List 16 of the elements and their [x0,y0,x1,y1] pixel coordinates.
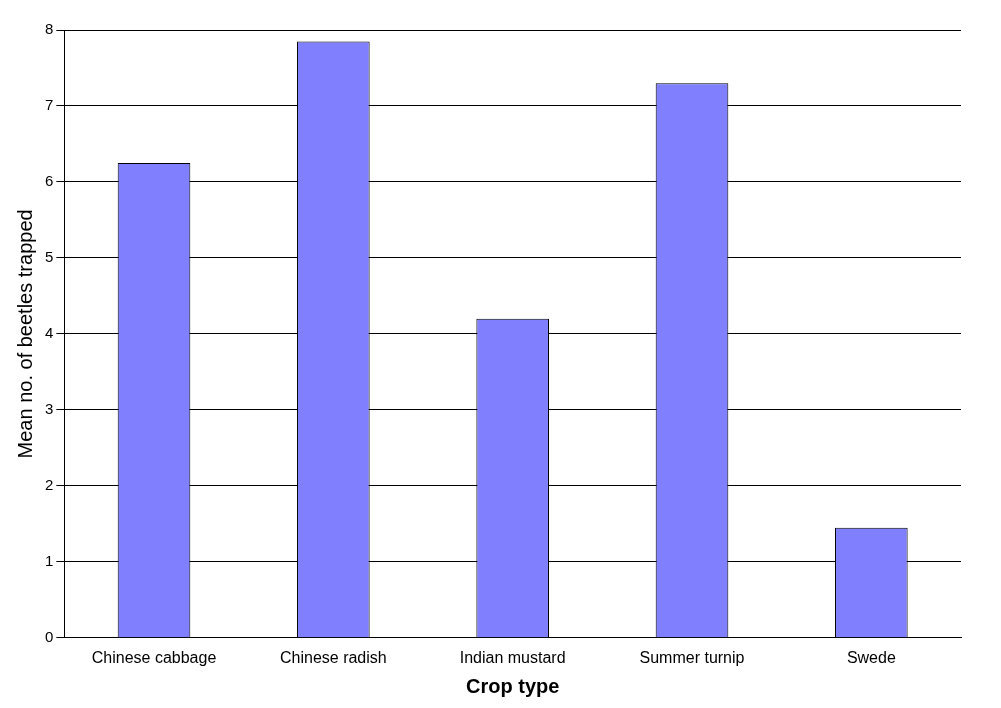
x-tick-label: Chinese cabbage [91,648,217,666]
y-tick-label: 7 [45,96,54,114]
y-tick-label: 0 [45,627,54,645]
y-tick-label: 3 [45,400,54,418]
y-tick-label: 5 [45,248,54,266]
x-tick-label: Indian mustard [459,648,566,666]
y-axis-title: Mean no. of beetles trapped [13,209,36,459]
y-tick-label: 6 [45,172,54,190]
x-tick-label: Chinese radish [279,648,387,666]
y-tick-label: 2 [45,475,54,493]
x-tick-label: Summer turnip [639,648,745,666]
x-tick-label: Swede [846,648,896,666]
y-tick-label: 4 [45,324,54,342]
x-axis-title: Crop type [466,674,560,697]
y-tick-label: 8 [45,20,54,38]
y-tick-label: 1 [45,551,54,569]
